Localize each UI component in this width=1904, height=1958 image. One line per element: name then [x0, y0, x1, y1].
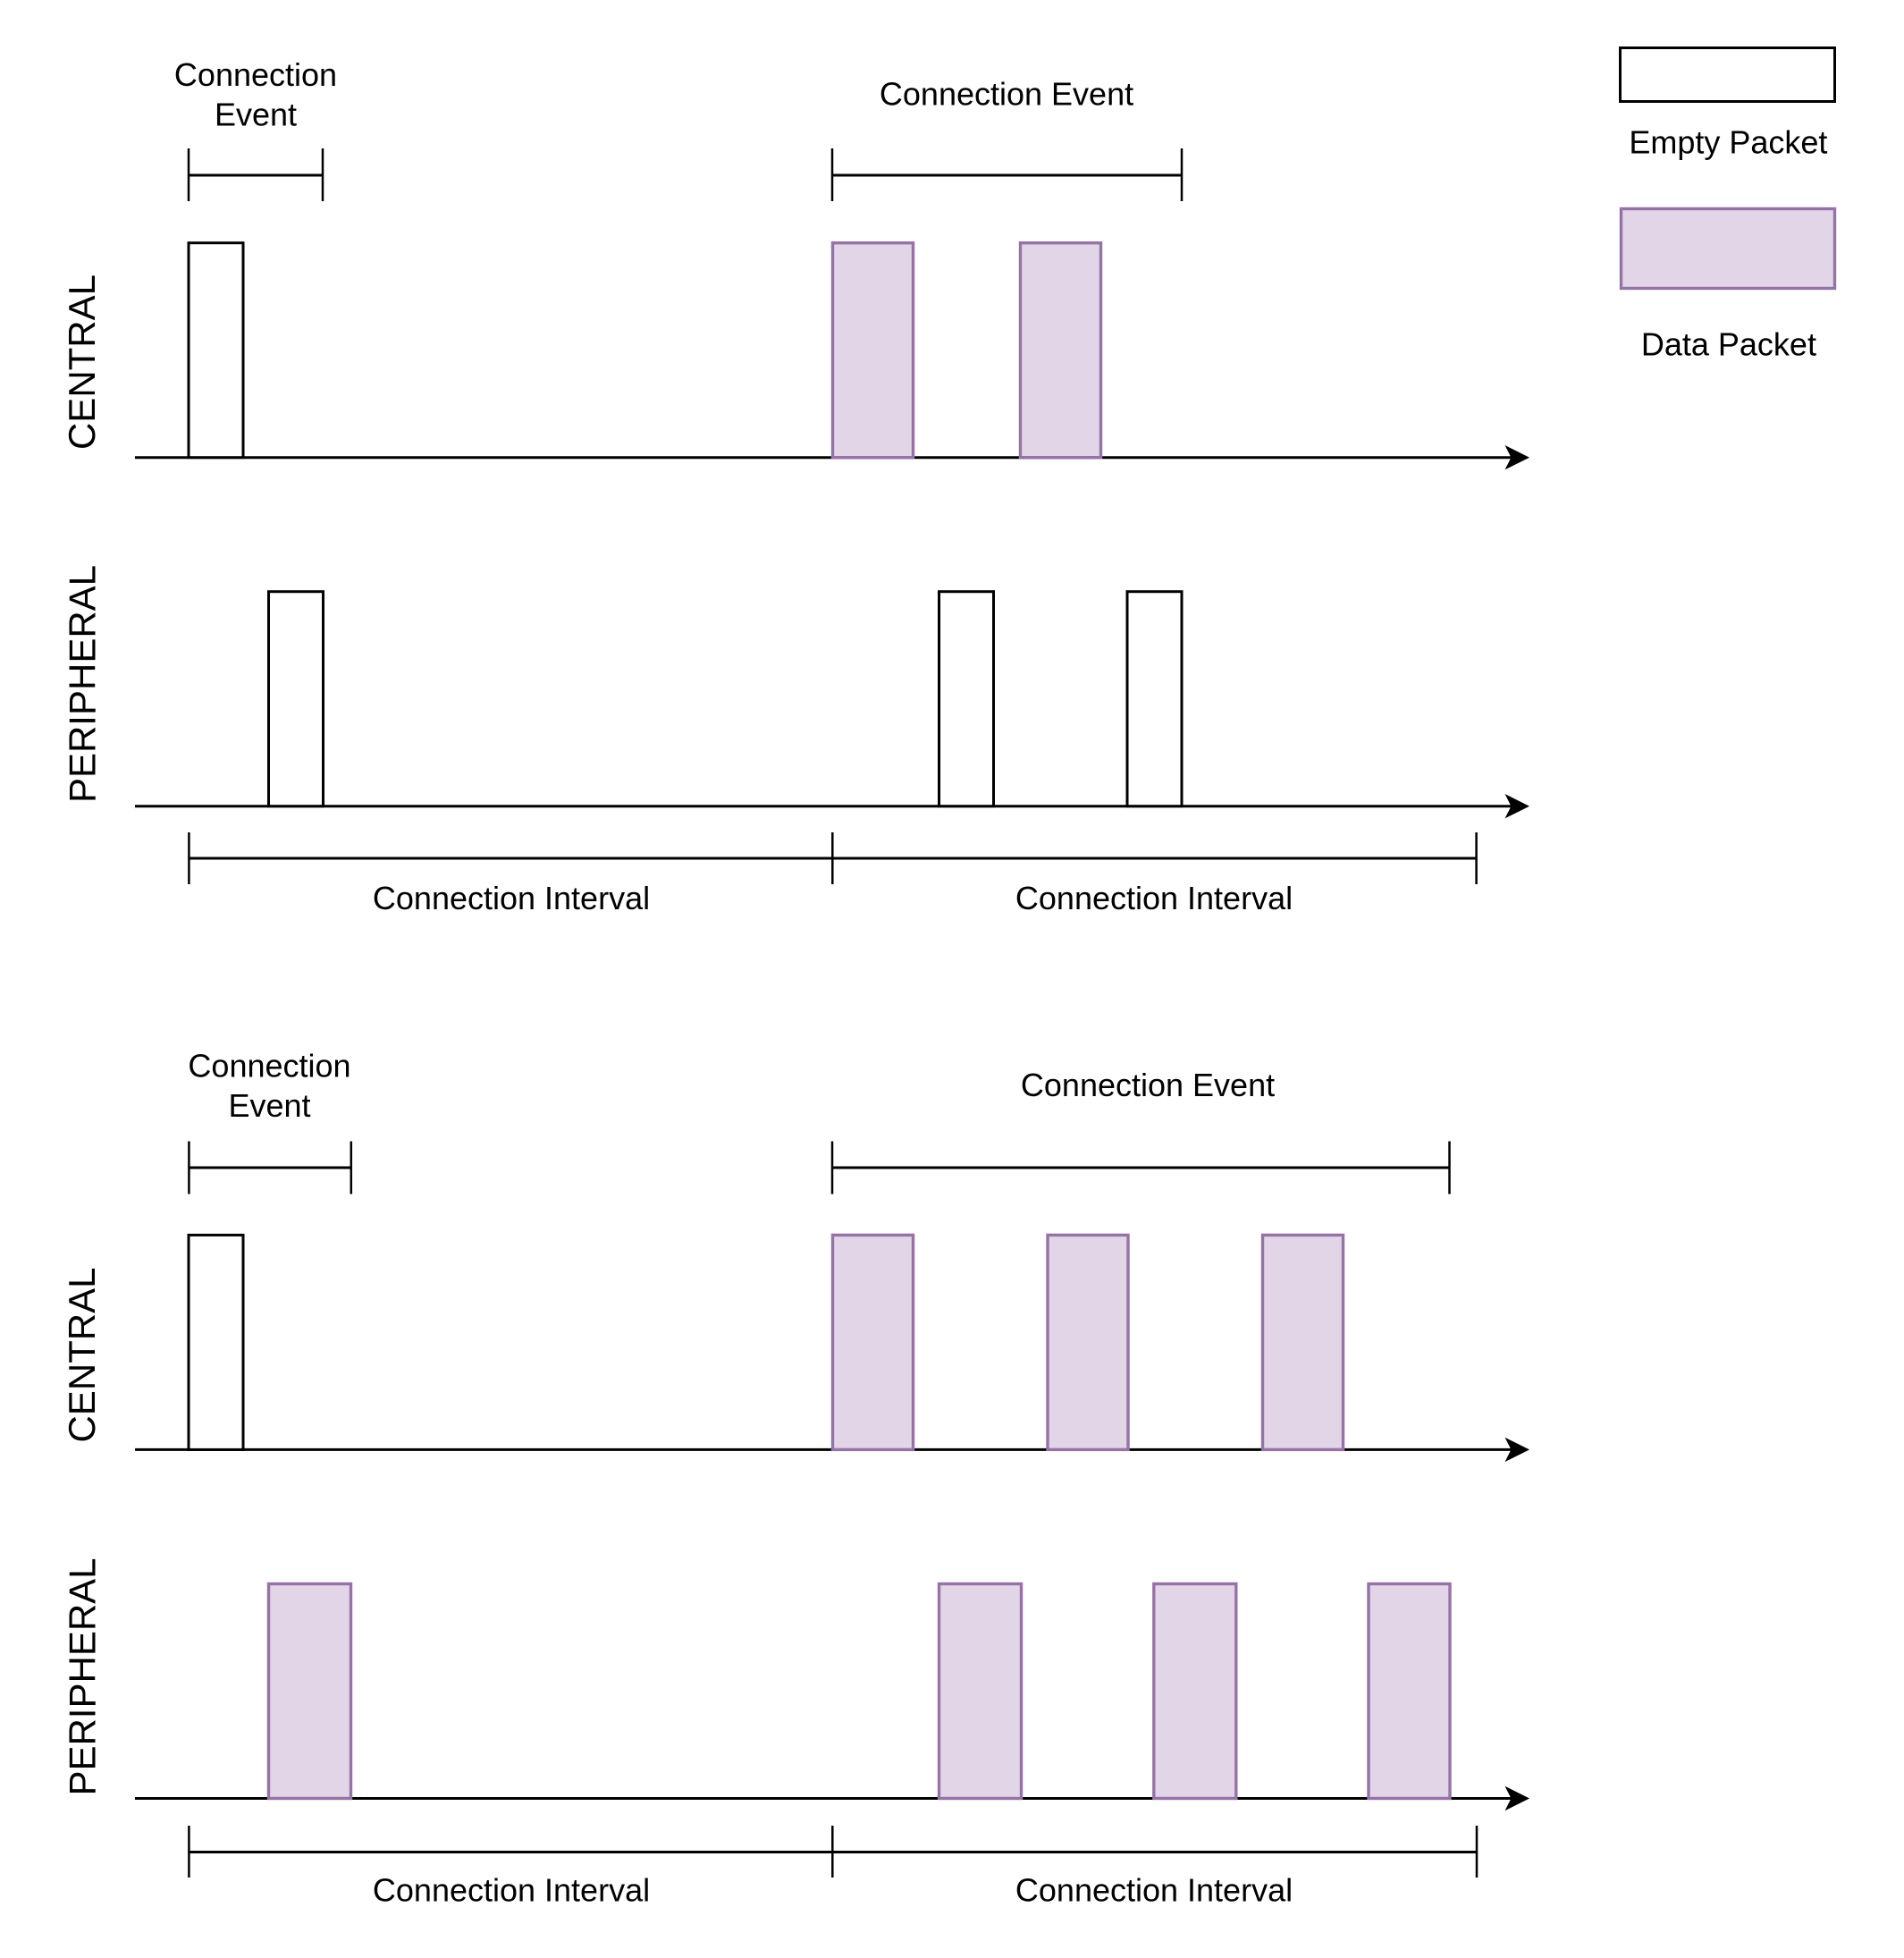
svg-text:Connection Interval: Connection Interval [1015, 880, 1293, 916]
svg-text:PERIPHERAL: PERIPHERAL [62, 565, 104, 803]
svg-text:PERIPHERAL: PERIPHERAL [62, 1557, 104, 1795]
svg-text:Connection Event: Connection Event [1021, 1067, 1275, 1103]
svg-text:Connection Interval: Connection Interval [373, 1872, 650, 1909]
svg-text:Connection Interval: Connection Interval [1015, 1872, 1293, 1909]
svg-text:Event: Event [228, 1087, 310, 1124]
svg-text:CENTRAL: CENTRAL [61, 274, 103, 450]
svg-text:Connection Interval: Connection Interval [373, 880, 650, 916]
svg-text:Event: Event [215, 97, 297, 133]
svg-text:Data Packet: Data Packet [1641, 325, 1816, 362]
svg-text:Connection: Connection [188, 1048, 350, 1084]
svg-text:Connection Event: Connection Event [880, 75, 1133, 112]
svg-text:Empty Packet: Empty Packet [1629, 124, 1827, 161]
svg-text:Connection: Connection [174, 56, 337, 93]
svg-text:CENTRAL: CENTRAL [61, 1267, 103, 1442]
